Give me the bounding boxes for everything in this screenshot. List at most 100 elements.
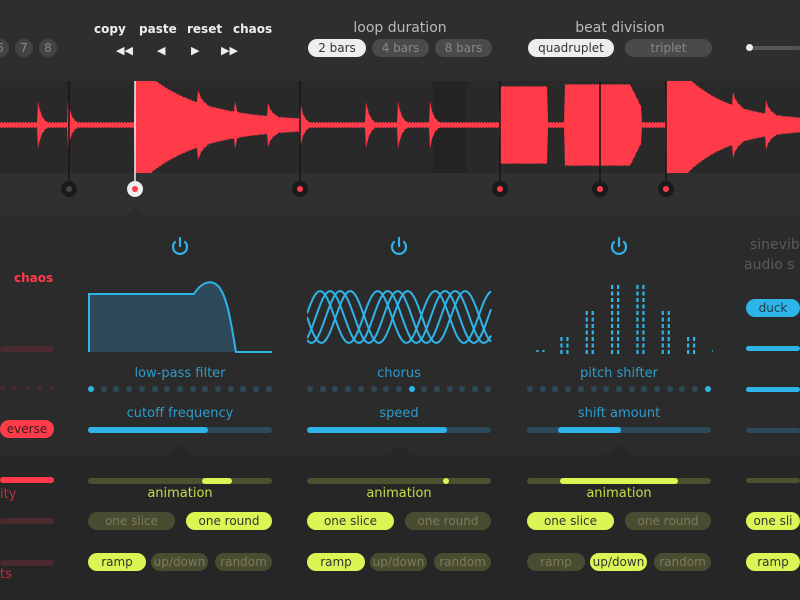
- effect-type-dot[interactable]: [126, 386, 133, 392]
- loop-2-bars-button[interactable]: 2 bars: [308, 39, 366, 57]
- animation-slider[interactable]: [307, 478, 491, 484]
- slot-8-button[interactable]: 8: [39, 39, 57, 57]
- effect-type-dot[interactable]: [332, 386, 339, 392]
- effect-type-dot[interactable]: [100, 386, 107, 392]
- paste-button[interactable]: paste: [139, 22, 177, 36]
- left-chaos-label[interactable]: chaos: [14, 271, 54, 285]
- effect-type-selector[interactable]: [88, 386, 272, 392]
- right-slider-2[interactable]: [746, 387, 800, 392]
- effect-type-dot[interactable]: [202, 386, 209, 392]
- left-slider-3[interactable]: [0, 518, 54, 524]
- quadruplet-button[interactable]: quadruplet: [528, 39, 614, 57]
- param-fill[interactable]: [558, 427, 621, 433]
- reset-button[interactable]: reset: [187, 22, 223, 36]
- effect-type-dot[interactable]: [590, 386, 597, 392]
- effect-type-dot[interactable]: [253, 386, 260, 392]
- effect-type-dot[interactable]: [176, 386, 183, 392]
- effect-type-dot[interactable]: [615, 386, 622, 392]
- effect-type-dot[interactable]: [151, 386, 158, 392]
- one-slice-button[interactable]: one slice: [527, 512, 614, 530]
- effect-type-dot[interactable]: [113, 386, 120, 392]
- duck-button[interactable]: duck: [746, 299, 800, 317]
- effect-type-dot[interactable]: [577, 386, 584, 392]
- effect-type-dot[interactable]: [539, 386, 546, 392]
- next-icon[interactable]: ▶: [191, 44, 200, 57]
- effect-type-dot[interactable]: [227, 386, 234, 392]
- ramp-button[interactable]: ramp: [88, 553, 146, 571]
- one-slice-button[interactable]: one slice: [88, 512, 175, 530]
- animation-fill[interactable]: [560, 478, 678, 484]
- right-one-slice-button[interactable]: one sli: [746, 512, 800, 530]
- param-fill[interactable]: [307, 427, 447, 433]
- effect-type-dot[interactable]: [88, 386, 94, 392]
- forward-icon[interactable]: ▶▶: [221, 44, 238, 57]
- power-icon[interactable]: [169, 236, 191, 258]
- effect-type-dot[interactable]: [679, 386, 686, 392]
- effect-type-dot[interactable]: [704, 386, 711, 392]
- one-slice-button[interactable]: one slice: [307, 512, 394, 530]
- effect-type-dot[interactable]: [472, 386, 479, 392]
- chaos-button[interactable]: chaos: [233, 22, 273, 36]
- effect-type-dot[interactable]: [654, 386, 661, 392]
- param-slider[interactable]: [527, 427, 711, 433]
- effect-type-dot[interactable]: [565, 386, 572, 392]
- random-button[interactable]: random: [434, 553, 491, 571]
- animation-fill[interactable]: [202, 478, 232, 484]
- right-slider-1[interactable]: [746, 346, 800, 351]
- loop-4-bars-button[interactable]: 4 bars: [372, 39, 429, 57]
- effect-type-dot[interactable]: [628, 386, 635, 392]
- random-button[interactable]: random: [215, 553, 272, 571]
- effect-type-dot[interactable]: [357, 386, 364, 392]
- effect-type-dot[interactable]: [240, 386, 247, 392]
- animation-slider[interactable]: [88, 478, 272, 484]
- effect-type-dot[interactable]: [421, 386, 428, 392]
- power-icon[interactable]: [608, 236, 630, 258]
- triplet-button[interactable]: triplet: [625, 39, 712, 57]
- effect-type-dot[interactable]: [215, 386, 222, 392]
- effect-type-dot[interactable]: [692, 386, 699, 392]
- animation-fill[interactable]: [443, 478, 450, 484]
- volume-slider[interactable]: [746, 44, 800, 51]
- param-slider[interactable]: [307, 427, 491, 433]
- effect-type-dot[interactable]: [307, 386, 313, 392]
- effect-type-dot[interactable]: [138, 386, 145, 392]
- one-round-button[interactable]: one round: [625, 512, 711, 530]
- effect-type-dot[interactable]: [265, 386, 272, 392]
- left-slider[interactable]: [0, 346, 54, 352]
- right-slider-3[interactable]: [746, 428, 800, 433]
- previous-icon[interactable]: ◀: [157, 44, 166, 57]
- effect-type-dot[interactable]: [434, 386, 441, 392]
- effect-type-dot[interactable]: [446, 386, 453, 392]
- effect-type-dot[interactable]: [345, 386, 352, 392]
- effect-type-dot[interactable]: [641, 386, 648, 392]
- left-slider-2[interactable]: [0, 477, 54, 483]
- slot-7-button[interactable]: 7: [15, 39, 33, 57]
- power-icon[interactable]: [388, 236, 410, 258]
- right-slider-4[interactable]: [746, 478, 800, 483]
- effect-type-dot[interactable]: [395, 386, 402, 392]
- effect-type-dot[interactable]: [164, 386, 171, 392]
- effect-type-dot[interactable]: [319, 386, 326, 392]
- animation-slider[interactable]: [527, 478, 711, 484]
- effect-type-dot[interactable]: [408, 386, 415, 392]
- effect-type-dot[interactable]: [527, 386, 533, 392]
- effect-type-selector[interactable]: [307, 386, 491, 392]
- right-ramp-button[interactable]: ramp: [746, 553, 800, 571]
- volume-handle[interactable]: [746, 44, 753, 51]
- effect-name[interactable]: pitch shifter: [580, 366, 658, 381]
- effect-name[interactable]: chorus: [377, 366, 421, 381]
- effect-name[interactable]: low-pass filter: [134, 366, 226, 381]
- effect-type-dot[interactable]: [383, 386, 390, 392]
- ramp-button[interactable]: ramp: [527, 553, 585, 571]
- up-down-button[interactable]: up/down: [370, 553, 427, 571]
- one-round-button[interactable]: one round: [405, 512, 491, 530]
- effect-type-selector[interactable]: [527, 386, 711, 392]
- up-down-button[interactable]: up/down: [590, 553, 647, 571]
- left-dots[interactable]: [0, 386, 54, 391]
- effect-type-dot[interactable]: [603, 386, 610, 392]
- effect-type-dot[interactable]: [189, 386, 196, 392]
- ramp-button[interactable]: ramp: [307, 553, 365, 571]
- up-down-button[interactable]: up/down: [151, 553, 208, 571]
- slice-markers[interactable]: [0, 81, 800, 217]
- rewind-icon[interactable]: ◀◀: [116, 44, 133, 57]
